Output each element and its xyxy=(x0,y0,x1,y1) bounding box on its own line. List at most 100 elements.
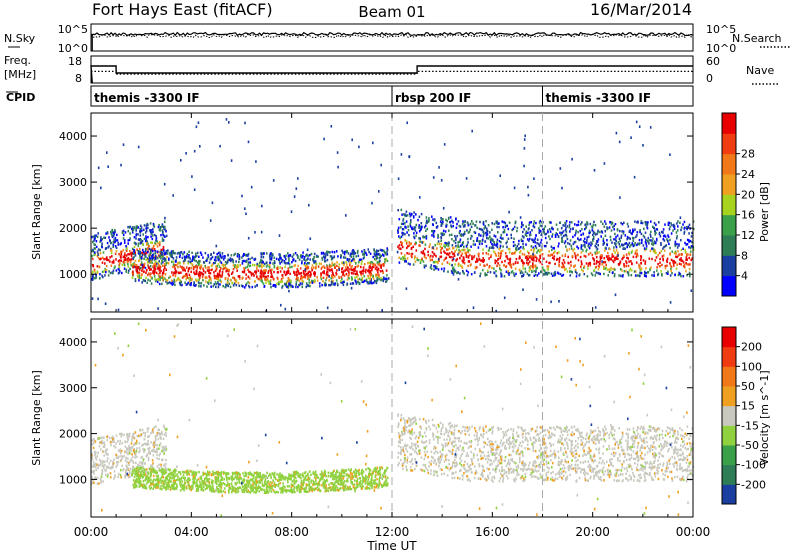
power-cell xyxy=(294,273,296,276)
velocity-cell xyxy=(119,439,121,443)
power-cell xyxy=(669,238,671,242)
power-cell xyxy=(638,238,641,242)
power-cell xyxy=(161,255,163,258)
power-cell xyxy=(325,252,327,255)
power-cell xyxy=(261,204,263,208)
power-cell xyxy=(500,254,502,258)
power-cell xyxy=(658,231,661,235)
power-cell xyxy=(628,230,631,233)
power-cell xyxy=(345,261,347,264)
power-cell xyxy=(681,253,683,256)
power-cell xyxy=(371,266,373,269)
power-cell xyxy=(533,177,535,180)
power-cell xyxy=(221,252,224,255)
power-cell xyxy=(100,186,102,190)
power-cell xyxy=(141,251,143,254)
power-cell xyxy=(378,275,380,278)
velocity-cell xyxy=(136,466,138,469)
power-cell xyxy=(231,271,234,274)
power-cell xyxy=(403,213,405,216)
power-cell xyxy=(162,232,164,235)
power-cell xyxy=(371,261,374,264)
power-cell xyxy=(551,256,554,259)
power-cell xyxy=(440,239,442,242)
velocity-cell xyxy=(133,449,135,452)
power-cell xyxy=(120,250,123,253)
power-cell xyxy=(412,263,415,266)
power-cell xyxy=(266,252,268,255)
velocity-cell xyxy=(338,487,341,491)
power-cell xyxy=(659,265,661,268)
power-cell xyxy=(291,255,294,258)
power-cell xyxy=(625,260,627,263)
power-cell xyxy=(376,269,378,272)
power-cell xyxy=(127,253,129,256)
velocity-cell xyxy=(211,486,213,490)
power-cell xyxy=(93,253,95,257)
power-cell xyxy=(341,261,343,265)
power-cell xyxy=(141,281,143,284)
power-cell xyxy=(402,228,405,231)
velocity-cell xyxy=(124,450,127,453)
power-cell xyxy=(161,264,164,267)
power-cell xyxy=(664,223,666,226)
power-cell xyxy=(651,242,653,246)
power-cell xyxy=(153,275,156,278)
power-cell xyxy=(213,258,216,262)
power-cell xyxy=(166,261,169,265)
power-cell xyxy=(637,242,639,245)
power-cell xyxy=(662,238,665,241)
power-cell xyxy=(580,223,582,226)
power-cell xyxy=(519,256,521,260)
power-cell xyxy=(617,241,620,244)
power-cell xyxy=(688,246,690,249)
power-cell xyxy=(223,263,226,267)
power-cell xyxy=(247,140,250,144)
power-cell xyxy=(250,272,253,275)
power-cell xyxy=(189,278,192,281)
power-cell xyxy=(569,270,571,273)
power-cell xyxy=(363,275,366,278)
power-cell xyxy=(419,196,421,199)
power-cell xyxy=(612,267,614,271)
velocity-cell xyxy=(93,450,96,454)
power-cell xyxy=(495,309,497,313)
power-cell xyxy=(324,260,327,263)
power-cell xyxy=(108,236,110,239)
velocity-cell xyxy=(361,487,363,490)
power-cell xyxy=(170,250,173,253)
power-cell xyxy=(137,238,140,241)
velocity-cell xyxy=(383,482,385,486)
power-cell xyxy=(447,217,450,220)
power-cell xyxy=(265,275,267,279)
power-cell xyxy=(287,278,290,282)
power-cell xyxy=(415,231,418,234)
power-cell xyxy=(583,273,586,276)
power-cell xyxy=(297,277,299,280)
power-cell xyxy=(354,279,356,282)
power-cell xyxy=(586,275,589,278)
power-cell xyxy=(365,279,368,282)
power-cell xyxy=(406,257,409,260)
power-cell xyxy=(148,247,151,251)
power-cell xyxy=(591,229,594,232)
power-cell xyxy=(595,242,598,245)
power-cell xyxy=(159,278,161,282)
velocity-cell xyxy=(104,469,106,472)
power-cell xyxy=(291,284,293,288)
power-cell xyxy=(415,223,418,227)
velocity-cell xyxy=(154,436,157,439)
power-cell xyxy=(606,226,608,229)
power-cell xyxy=(589,264,592,267)
power-cell xyxy=(680,239,682,242)
power-cell xyxy=(404,222,406,225)
velocity-cell xyxy=(156,471,158,475)
power-cell xyxy=(161,253,163,256)
power-cell xyxy=(336,282,339,285)
power-cell xyxy=(529,233,531,237)
power-cell xyxy=(431,234,433,237)
velocity-cell xyxy=(126,468,128,471)
power-cell xyxy=(662,247,664,250)
power-cell xyxy=(510,271,513,274)
velocity-cell xyxy=(153,468,156,471)
